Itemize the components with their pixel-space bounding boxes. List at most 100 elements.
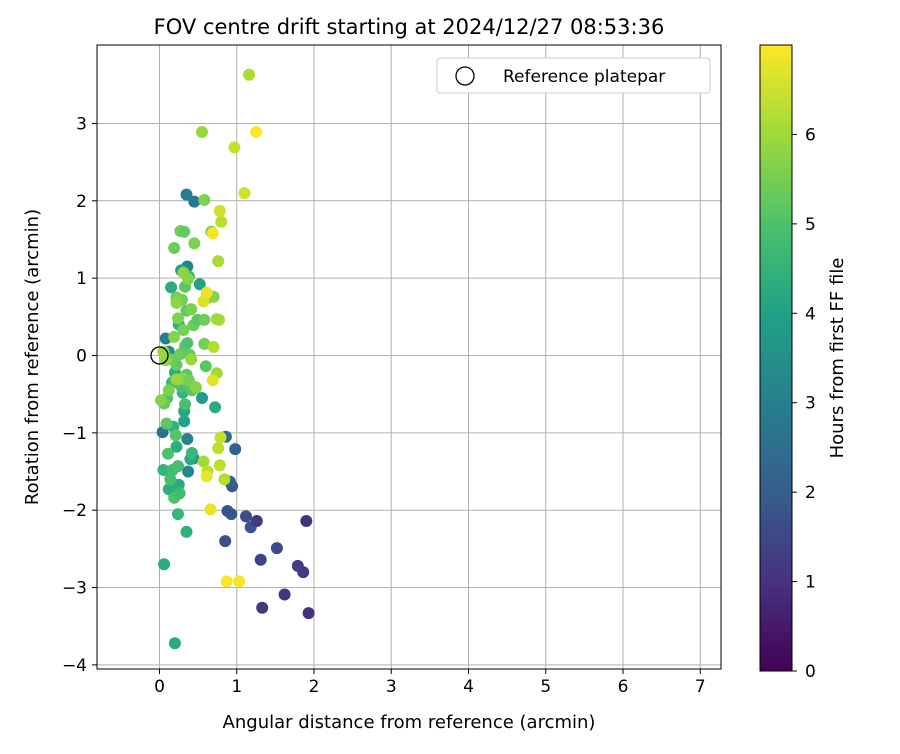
- data-point: [162, 384, 175, 397]
- legend-label: Reference platepar: [503, 67, 665, 87]
- data-point: [200, 286, 213, 299]
- data-point: [172, 460, 184, 473]
- data-point: [243, 68, 256, 81]
- data-point: [172, 508, 184, 521]
- y-tick-label: −4: [62, 656, 87, 676]
- data-point: [188, 195, 201, 208]
- colorbar-tick-label: 6: [805, 125, 816, 145]
- colorbar-tick-label: 0: [805, 662, 816, 682]
- data-point: [270, 542, 283, 555]
- grid-lines: [97, 45, 721, 669]
- data-point: [206, 227, 219, 240]
- reference-marker: [150, 346, 169, 365]
- data-point: [200, 470, 213, 483]
- data-point: [185, 447, 198, 459]
- data-point: [240, 510, 252, 523]
- data-point: [185, 353, 198, 366]
- x-axis-label: Angular distance from reference (arcmin): [223, 712, 596, 733]
- data-point: [256, 601, 269, 614]
- data-point: [215, 215, 228, 228]
- data-point: [165, 281, 178, 294]
- colorbar-tick-label: 5: [805, 215, 816, 235]
- data-point: [218, 473, 231, 486]
- data-point: [196, 392, 208, 404]
- data-point: [198, 194, 211, 206]
- data-point: [170, 440, 183, 453]
- colorbar-gradient: [759, 44, 793, 672]
- legend-box: [436, 57, 711, 94]
- data-point: [197, 455, 210, 468]
- data-point: [233, 575, 246, 588]
- data-point: [250, 126, 263, 138]
- data-point: [219, 535, 232, 548]
- data-point: [185, 303, 198, 316]
- data-point: [291, 559, 304, 572]
- y-tick-label: 2: [76, 192, 87, 212]
- x-axis-ticks: 0 1 2 3 4 5 6 7: [154, 669, 706, 697]
- reference-marker-group: [150, 346, 169, 365]
- y-tick-label: 0: [76, 347, 87, 367]
- data-point: [158, 558, 171, 571]
- data-point: [168, 330, 181, 343]
- y-tick-label: 1: [76, 269, 87, 289]
- data-point: [172, 312, 184, 325]
- colorbar-tick-label: 2: [805, 483, 816, 503]
- data-point: [229, 443, 242, 456]
- legend-marker-icon: [455, 66, 475, 86]
- data-point: [213, 459, 226, 472]
- data-point: [213, 204, 226, 217]
- colorbar-tick-label: 4: [805, 304, 816, 324]
- y-axis-label: Rotation from reference (arcmin): [22, 209, 43, 505]
- data-point: [178, 225, 191, 238]
- data-point: [170, 296, 183, 309]
- data-point: [221, 505, 234, 517]
- data-points: [155, 68, 315, 650]
- colorbar-label: Hours from first FF file: [827, 258, 848, 459]
- data-point: [164, 473, 177, 486]
- data-point: [196, 126, 208, 138]
- x-tick-label: 4: [463, 677, 474, 697]
- data-point: [214, 431, 227, 444]
- data-point: [204, 503, 217, 516]
- data-point: [212, 255, 225, 268]
- data-point: [210, 313, 223, 326]
- data-point: [168, 637, 181, 650]
- x-tick-label: 1: [231, 677, 242, 697]
- data-point: [193, 278, 206, 291]
- x-tick-label: 3: [386, 677, 397, 697]
- data-point: [189, 381, 202, 394]
- colorbar: 0 1 2 3 4 5 6 Hours from first FF file: [759, 44, 848, 682]
- data-point: [220, 575, 233, 588]
- x-tick-label: 2: [309, 677, 320, 697]
- data-point: [209, 401, 222, 414]
- colorbar-tick-label: 1: [805, 573, 816, 593]
- colorbar-tick-label: 3: [805, 394, 816, 414]
- y-tick-label: −1: [62, 424, 87, 444]
- colorbar-ticks: 0 1 2 3 4 5 6: [792, 125, 816, 682]
- data-point: [169, 429, 182, 442]
- data-point: [199, 360, 212, 373]
- data-point: [212, 442, 225, 455]
- data-point: [238, 187, 251, 200]
- data-point: [206, 374, 219, 387]
- data-point: [188, 237, 201, 250]
- data-point: [178, 415, 191, 428]
- data-point: [181, 433, 194, 445]
- y-tick-label: 3: [76, 114, 87, 134]
- legend: Reference platepar: [436, 57, 711, 94]
- data-point: [250, 515, 263, 527]
- data-point: [155, 394, 167, 407]
- data-point: [278, 588, 291, 601]
- x-tick-label: 0: [154, 677, 165, 697]
- data-point: [173, 487, 186, 500]
- data-point: [300, 515, 313, 527]
- y-tick-label: −3: [62, 579, 87, 599]
- y-axis-ticks: −4 −3 −2 −1 0 1 2 3: [62, 114, 97, 676]
- plot-frame: [96, 44, 722, 670]
- data-point: [198, 313, 211, 326]
- x-tick-label: 5: [540, 677, 551, 697]
- x-tick-label: 7: [695, 677, 706, 697]
- data-point: [162, 447, 174, 460]
